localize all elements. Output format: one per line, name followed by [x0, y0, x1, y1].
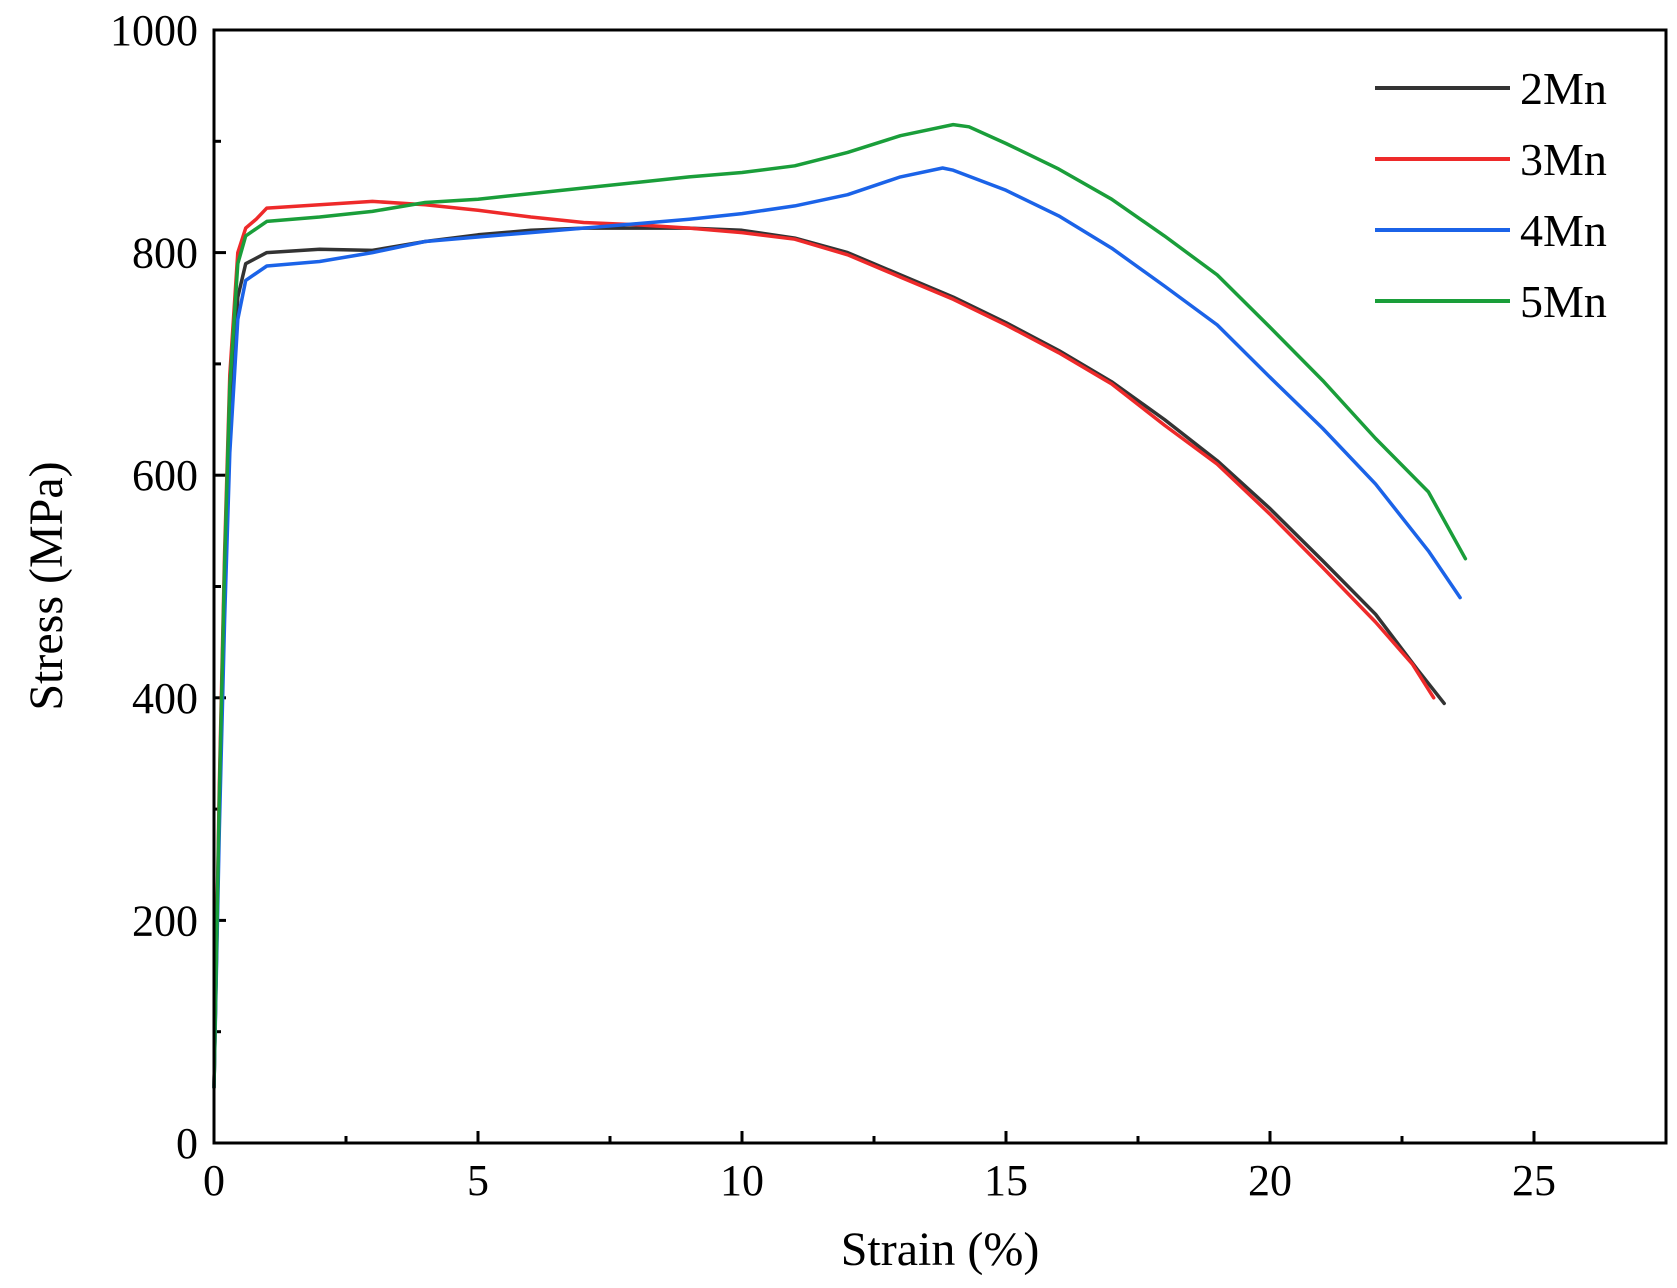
legend-label: 5Mn [1520, 276, 1607, 327]
y-tick-label: 0 [176, 1119, 198, 1168]
y-tick-label: 800 [132, 229, 198, 278]
x-tick-label: 5 [467, 1156, 489, 1205]
x-tick-label: 25 [1512, 1156, 1556, 1205]
series-line-5Mn [212, 122, 1468, 1090]
series-line-3Mn [212, 199, 1436, 1090]
legend: 2Mn 3Mn 4Mn 5Mn [1375, 63, 1607, 327]
x-axis: 0 5 10 15 20 25 [203, 1131, 1668, 1205]
y-axis-title: Stress (MPa) [20, 461, 73, 710]
y-axis: 0 200 400 600 800 1000 [110, 6, 226, 1168]
legend-label: 4Mn [1520, 205, 1607, 256]
x-tick-label: 10 [720, 1156, 764, 1205]
y-tick-label: 600 [132, 451, 198, 500]
y-tick-label: 400 [132, 674, 198, 723]
legend-label: 2Mn [1520, 63, 1607, 114]
x-axis-title: Strain (%) [841, 1223, 1040, 1276]
legend-label: 3Mn [1520, 134, 1607, 185]
x-tick-label: 20 [1248, 1156, 1292, 1205]
y-tick-label: 1000 [110, 6, 198, 55]
y-tick-label: 200 [132, 896, 198, 945]
series-line-4Mn [212, 166, 1462, 1090]
x-tick-label: 15 [984, 1156, 1028, 1205]
plot-frame [212, 28, 1668, 1145]
series-line-2Mn [212, 226, 1446, 1090]
series-lines [212, 122, 1468, 1090]
x-tick-label: 0 [203, 1156, 225, 1205]
